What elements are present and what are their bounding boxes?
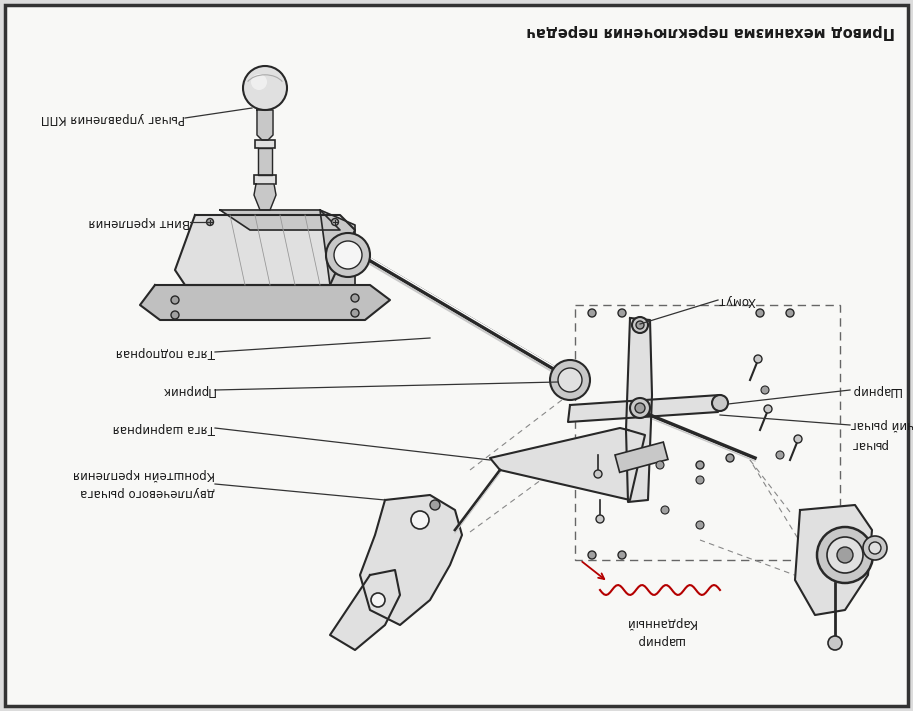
Polygon shape — [175, 215, 355, 285]
Circle shape — [776, 451, 784, 459]
Text: шарнир: шарнир — [635, 634, 684, 646]
Circle shape — [331, 218, 339, 225]
Text: Прирник: Прирник — [161, 383, 215, 397]
Circle shape — [827, 537, 863, 573]
Circle shape — [656, 461, 664, 469]
Polygon shape — [490, 428, 645, 500]
Circle shape — [334, 241, 362, 269]
Circle shape — [696, 476, 704, 484]
Polygon shape — [568, 395, 720, 422]
Circle shape — [696, 521, 704, 529]
Circle shape — [243, 66, 287, 110]
Circle shape — [351, 309, 359, 317]
Circle shape — [588, 309, 596, 317]
Text: Шарнир: Шарнир — [850, 383, 900, 397]
Bar — [575, 305, 840, 560]
Text: двуплечевого рычага: двуплечевого рычага — [80, 486, 215, 500]
Circle shape — [712, 395, 728, 411]
Circle shape — [696, 461, 704, 469]
Polygon shape — [795, 505, 872, 615]
Circle shape — [558, 368, 582, 392]
Circle shape — [863, 536, 887, 560]
Text: Рычаг управления КПП: Рычаг управления КПП — [41, 112, 185, 124]
Polygon shape — [220, 210, 340, 230]
Circle shape — [596, 515, 604, 523]
Text: Тяга подпорная: Тяга подпорная — [116, 346, 215, 358]
Circle shape — [326, 233, 370, 277]
Circle shape — [754, 355, 762, 363]
Polygon shape — [626, 318, 652, 502]
Circle shape — [594, 470, 602, 478]
Polygon shape — [258, 148, 272, 175]
Circle shape — [786, 309, 794, 317]
Circle shape — [632, 317, 648, 333]
Circle shape — [371, 593, 385, 607]
Circle shape — [618, 551, 626, 559]
Text: Привод механизма переключения передач: Привод механизма переключения передач — [526, 24, 895, 40]
Circle shape — [764, 405, 772, 413]
Circle shape — [411, 511, 429, 529]
Circle shape — [618, 309, 626, 317]
Circle shape — [636, 321, 644, 329]
Circle shape — [206, 218, 214, 225]
Text: Тяга шарнирная: Тяга шарнирная — [112, 422, 215, 434]
Circle shape — [761, 386, 769, 394]
Polygon shape — [254, 184, 276, 210]
Circle shape — [630, 398, 650, 418]
Text: Винт крепления: Винт крепления — [89, 215, 190, 228]
Bar — [254, 175, 276, 184]
Circle shape — [351, 294, 359, 302]
Circle shape — [837, 547, 853, 563]
Polygon shape — [330, 570, 400, 650]
Circle shape — [430, 500, 440, 510]
Circle shape — [794, 435, 802, 443]
Bar — [255, 140, 275, 148]
Circle shape — [251, 74, 267, 90]
Circle shape — [726, 454, 734, 462]
Bar — [615, 442, 668, 472]
Text: Кронштейн крепления: Кронштейн крепления — [73, 469, 215, 481]
Circle shape — [588, 551, 596, 559]
Text: рычаг: рычаг — [850, 439, 887, 451]
Polygon shape — [257, 110, 273, 140]
Polygon shape — [320, 210, 355, 285]
Circle shape — [171, 296, 179, 304]
Text: Двуплечий рычаг: Двуплечий рычаг — [850, 419, 913, 432]
Circle shape — [171, 311, 179, 319]
Circle shape — [661, 506, 669, 514]
Circle shape — [635, 403, 645, 413]
Circle shape — [828, 636, 842, 650]
Polygon shape — [140, 285, 390, 320]
Text: Хомут: Хомут — [718, 294, 756, 306]
Circle shape — [756, 309, 764, 317]
Circle shape — [869, 542, 881, 554]
Text: Карданный: Карданный — [624, 616, 696, 629]
Circle shape — [817, 527, 873, 583]
Polygon shape — [360, 495, 462, 625]
Circle shape — [550, 360, 590, 400]
